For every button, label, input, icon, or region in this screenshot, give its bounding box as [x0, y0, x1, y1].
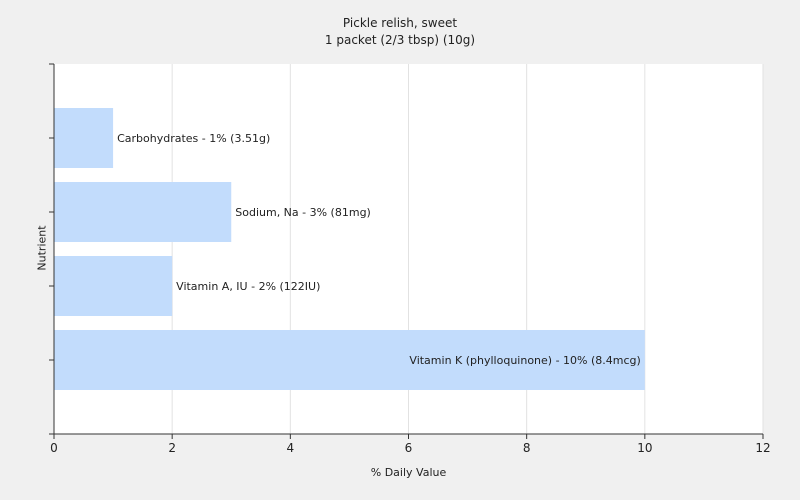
data-label: Sodium, Na - 3% (81mg) [235, 206, 371, 219]
x-tick-label: 6 [405, 441, 413, 455]
x-tick-label: 8 [523, 441, 531, 455]
chart-title: Pickle relish, sweet [342, 16, 458, 30]
bar [54, 256, 173, 316]
bar [54, 108, 114, 168]
bar [54, 182, 232, 242]
bar [54, 330, 645, 390]
x-tick-label: 4 [287, 441, 295, 455]
x-tick-label: 2 [168, 441, 176, 455]
x-tick-label: 12 [755, 441, 770, 455]
data-label: Carbohydrates - 1% (3.51g) [117, 132, 270, 145]
y-axis-label: Nutrient [35, 225, 49, 271]
x-tick-label: 0 [50, 441, 58, 455]
chart-subtitle: 1 packet (2/3 tbsp) (10g) [324, 33, 476, 47]
data-label: Vitamin K (phylloquinone) - 10% (8.4mcg) [409, 354, 640, 367]
data-label: Vitamin A, IU - 2% (122IU) [176, 280, 320, 293]
x-tick-label: 10 [637, 441, 652, 455]
x-axis-label: % Daily Value [370, 466, 447, 479]
